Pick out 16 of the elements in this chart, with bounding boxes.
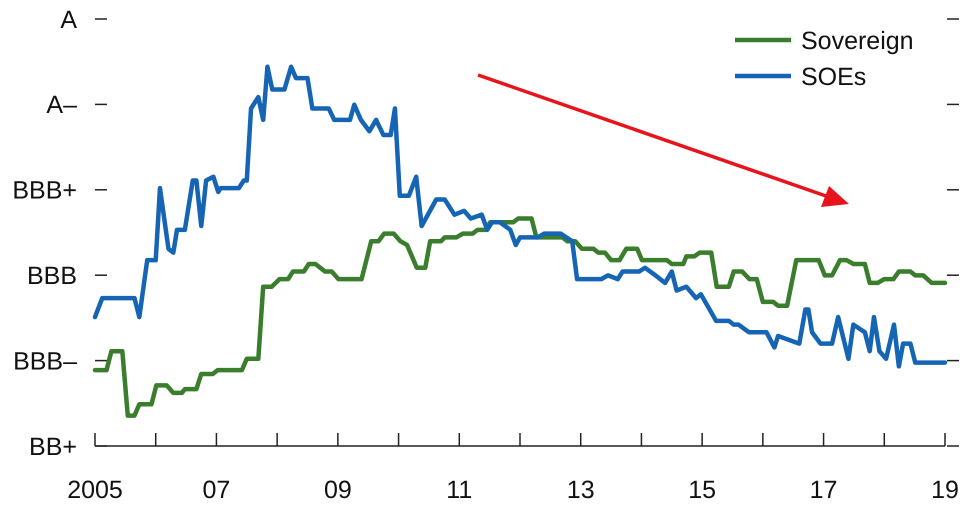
text: A– xyxy=(46,91,78,120)
x-tick-label: 13 xyxy=(566,476,595,504)
text: BBB+ xyxy=(12,176,77,205)
x-tick-label: 15 xyxy=(688,476,716,504)
x-tick-label: 17 xyxy=(810,476,838,504)
text: BB+ xyxy=(29,432,77,461)
text: A xyxy=(60,6,78,34)
legend-label: Sovereign xyxy=(801,26,914,55)
x-tick-label: 07 xyxy=(202,476,230,504)
legend-label: SOEs xyxy=(801,62,866,91)
text: BBB– xyxy=(13,347,78,376)
x-tick-label: 2005 xyxy=(67,476,123,504)
x-tick-label: 11 xyxy=(446,476,472,504)
x-tick-label: 19 xyxy=(931,476,959,504)
text: BBB xyxy=(26,262,77,290)
x-tick-label: 09 xyxy=(324,476,352,504)
